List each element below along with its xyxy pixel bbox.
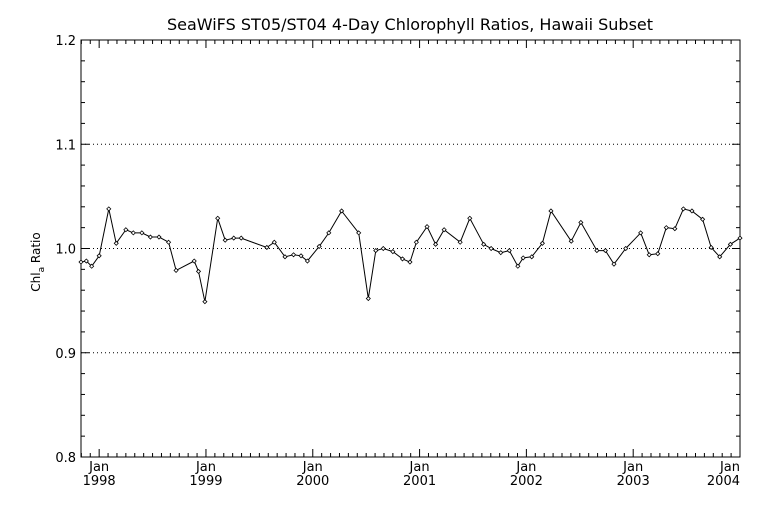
data-point [130, 230, 136, 236]
data-point [672, 226, 678, 232]
data-point [282, 254, 288, 260]
data-point [173, 267, 179, 273]
data-point [646, 252, 652, 258]
data-point [83, 258, 89, 264]
data-point [529, 254, 535, 260]
x-tick-month-label: Jan [302, 460, 323, 475]
x-tick-year-label: 2003 [617, 474, 650, 489]
data-point [147, 234, 153, 240]
x-tick-year-label: 2000 [296, 474, 329, 489]
data-point [467, 215, 473, 221]
x-tick-month-label: Jan [195, 460, 216, 475]
data-point [231, 235, 237, 241]
data-point [316, 243, 322, 249]
data-point [264, 244, 270, 251]
data-point [304, 258, 310, 264]
y-tick-label: 1.2 [55, 34, 76, 49]
data-point [717, 254, 723, 260]
data-point [222, 237, 228, 243]
data-point [481, 241, 487, 247]
ratio-series-points [78, 206, 743, 305]
data-point [457, 239, 463, 245]
data-point [407, 259, 413, 265]
y-tick-label: 0.9 [55, 347, 76, 362]
data-point [380, 245, 386, 252]
data-point [123, 227, 129, 233]
data-point [737, 235, 743, 241]
y-tick-label: 0.8 [55, 451, 76, 466]
x-tick-month-label: Jan [622, 460, 643, 475]
data-point [326, 230, 332, 236]
data-point [638, 230, 644, 236]
y-axis-label-subscript: a [37, 267, 47, 273]
data-point [113, 240, 119, 246]
x-tick-month-label: Jan [515, 460, 536, 475]
data-point [89, 263, 95, 269]
data-point [700, 216, 706, 222]
data-point [373, 248, 379, 254]
data-point [156, 234, 162, 240]
data-point [568, 238, 574, 244]
data-point [191, 258, 197, 264]
data-point [399, 256, 406, 262]
data-point [663, 225, 669, 231]
data-point [365, 295, 371, 302]
x-tick-year-label: 2002 [510, 474, 543, 489]
x-tick-month-label: Jan [409, 460, 430, 475]
data-point [271, 239, 277, 245]
data-point [298, 253, 304, 259]
x-tick-year-label: 2004 [707, 474, 740, 489]
y-tick-label: 1.0 [55, 243, 76, 258]
data-point [424, 224, 430, 230]
data-point [195, 268, 202, 275]
data-point [708, 244, 714, 251]
data-point [520, 255, 526, 261]
x-tick-month-label: Jan [719, 460, 740, 475]
x-tick-labels: Jan1998Jan1999Jan2000Jan2001Jan2002Jan20… [83, 460, 740, 489]
y-axis-label-rest: Ratio [29, 232, 43, 267]
data-point [390, 249, 396, 255]
x-tick-year-label: 1999 [189, 474, 222, 489]
data-point [488, 245, 494, 252]
data-point [539, 240, 545, 246]
data-point [506, 248, 512, 254]
data-point [166, 239, 172, 245]
x-tick-month-label: Jan [88, 460, 109, 475]
data-point [611, 261, 617, 267]
data-point [356, 230, 362, 236]
data-point [655, 251, 661, 257]
data-point [623, 245, 629, 252]
data-point [689, 208, 695, 214]
chart-title: SeaWiFS ST05/ST04 4-Day Chlorophyll Rati… [167, 15, 653, 34]
data-point [215, 215, 221, 221]
data-point [602, 248, 608, 254]
data-point [548, 208, 554, 214]
data-point [498, 250, 504, 256]
data-point [238, 235, 244, 241]
data-point [413, 239, 419, 245]
data-point [339, 208, 345, 214]
data-point [578, 219, 584, 226]
y-axis-label: Chla Ratio [29, 232, 47, 291]
data-point [106, 206, 112, 212]
data-point [727, 241, 733, 247]
data-point [78, 259, 84, 265]
y-axis-label-main: Chl [29, 272, 43, 291]
data-point [515, 263, 521, 269]
x-tick-year-label: 1998 [83, 474, 116, 489]
data-point [202, 299, 208, 305]
data-point [139, 230, 145, 236]
data-point [96, 253, 102, 259]
data-point [594, 248, 600, 254]
y-tick-labels: 0.8 0.9 1.0 1.1 1.2 [55, 34, 76, 466]
data-point [441, 227, 447, 233]
axis-ticks [80, 39, 741, 458]
x-tick-year-label: 2001 [403, 474, 436, 489]
y-tick-label: 1.1 [55, 138, 76, 153]
data-point [433, 241, 439, 247]
data-point [680, 206, 686, 212]
data-point [290, 252, 297, 258]
